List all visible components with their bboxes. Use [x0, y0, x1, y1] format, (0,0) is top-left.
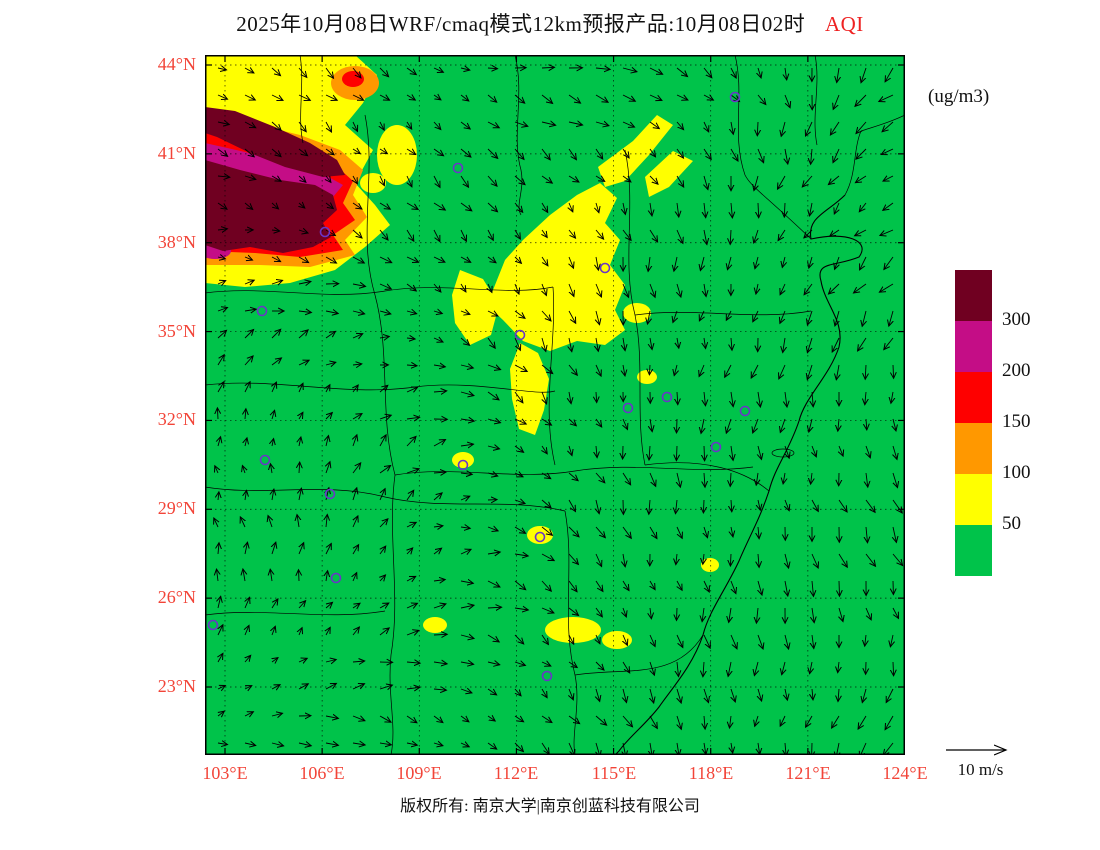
x-axis-tick-label: 121°E [785, 763, 831, 783]
city-marker [534, 531, 546, 543]
y-axis-tick-label: 26°N [157, 587, 196, 607]
colorbar-label: 200 [1002, 360, 1031, 381]
aqi-region-50-100 [645, 151, 693, 197]
colorbar-segment-200-300 [955, 321, 992, 372]
city-marker [739, 405, 751, 417]
colorbar-label: 300 [1002, 309, 1031, 330]
colorbar-label: 50 [1002, 513, 1021, 534]
aqi-region-50-100 [360, 173, 386, 193]
aqi-region-200-300 [205, 143, 343, 197]
aqi-region-50-100 [602, 631, 632, 649]
aqi-map [199, 54, 906, 756]
x-axis-tick-label: 106°E [299, 763, 345, 783]
city-marker [457, 459, 469, 471]
map-frame [205, 55, 906, 755]
city-marker [452, 162, 464, 174]
x-axis-tick-label: 112°E [493, 763, 539, 783]
x-axis-tick-label: 118°E [688, 763, 734, 783]
chart-title-variable: AQI [824, 12, 864, 36]
wind-scale-arrow-icon [946, 742, 1021, 758]
city-marker [622, 402, 634, 414]
city-marker [599, 262, 611, 274]
wind-scale-label: 10 m/s [957, 760, 1004, 779]
lat-lon-gridlines [205, 55, 906, 755]
colorbar-label: 100 [1002, 462, 1031, 483]
y-axis-tick-label: 32°N [157, 409, 196, 429]
city-marker [514, 329, 526, 341]
y-axis-tick-label: 23°N [157, 676, 196, 696]
aqi-region-50-100 [545, 617, 601, 643]
city-marker [330, 572, 342, 584]
colorbar-segment-100-150 [955, 423, 992, 474]
colorbar-segment-50-100 [955, 474, 992, 525]
aqi-region-50-100 [510, 343, 549, 435]
colorbar-segment-150-200 [955, 372, 992, 423]
y-axis-tick-label: 29°N [157, 498, 196, 518]
chart-title: 2025年10月08日WRF/cmaq模式12km预报产品:10月08日02时 … [0, 8, 1100, 38]
y-axis-tick-label: 41°N [157, 143, 196, 163]
city-marker [207, 619, 219, 631]
colorbar-label: 150 [1002, 411, 1031, 432]
island-outline [771, 448, 795, 458]
wind-vectors [214, 67, 903, 755]
colorbar [955, 270, 992, 576]
chart-title-main: 2025年10月08日WRF/cmaq模式12km预报产品:10月08日02时 [236, 12, 806, 36]
aqi-regions [199, 55, 719, 649]
aqi-map-canvas [199, 54, 906, 756]
city-marker [661, 391, 673, 403]
x-axis-tick-label: 115°E [591, 763, 637, 783]
x-axis-tick-label: 109°E [396, 763, 442, 783]
aqi-region-150-200 [342, 71, 364, 87]
aqi-region-50-100 [623, 303, 651, 323]
colorbar-segment-gt-300 [955, 270, 992, 321]
city-markers [207, 91, 751, 682]
city-marker [729, 91, 741, 103]
city-marker [259, 454, 271, 466]
city-marker [319, 226, 331, 238]
x-axis-tick-label: 124°E [882, 763, 928, 783]
city-marker [710, 441, 722, 453]
colorbar-segment-0-50 [955, 525, 992, 576]
aqi-region-gt-300 [205, 107, 345, 177]
copyright-footer: 版权所有: 南京大学|南京创蓝科技有限公司 [400, 798, 700, 815]
unit-label: (ug/m3) [928, 86, 990, 107]
city-marker [324, 488, 336, 500]
city-marker [256, 305, 268, 317]
aqi-region-50-100 [598, 115, 673, 187]
aqi-region-50-100 [377, 125, 417, 185]
aqi-region-50-100 [423, 617, 447, 633]
y-axis-tick-label: 35°N [157, 321, 196, 341]
y-axis-tick-label: 38°N [157, 232, 196, 252]
x-axis-tick-label: 103°E [202, 763, 248, 783]
city-marker [541, 670, 553, 682]
y-axis-tick-label: 44°N [157, 54, 196, 74]
aqi-region-50-100 [487, 183, 625, 351]
coastline [614, 194, 863, 756]
